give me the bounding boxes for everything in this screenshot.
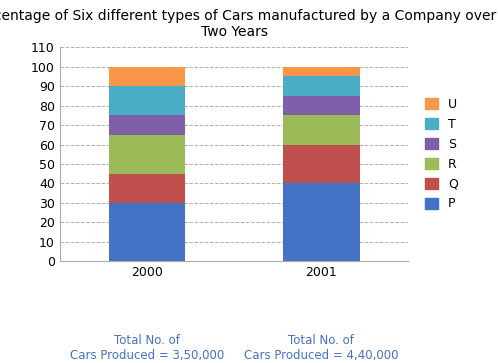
- Legend: U, T, S, R, Q, P: U, T, S, R, Q, P: [422, 94, 462, 214]
- Bar: [109, 203, 185, 261]
- Bar: [109, 135, 185, 174]
- Bar: [283, 96, 360, 115]
- Bar: [283, 183, 360, 261]
- Bar: [283, 144, 360, 183]
- Bar: [283, 115, 360, 144]
- Title: Percentage of Six different types of Cars manufactured by a Company over
Two Yea: Percentage of Six different types of Car…: [0, 9, 496, 39]
- Bar: [109, 86, 185, 115]
- Bar: [109, 115, 185, 135]
- Bar: [109, 174, 185, 203]
- Bar: [283, 67, 360, 76]
- Bar: [283, 76, 360, 96]
- Text: Total No. of
Cars Produced = 4,40,000: Total No. of Cars Produced = 4,40,000: [244, 334, 398, 362]
- Bar: [109, 67, 185, 86]
- Text: Total No. of
Cars Produced = 3,50,000: Total No. of Cars Produced = 3,50,000: [70, 334, 224, 362]
